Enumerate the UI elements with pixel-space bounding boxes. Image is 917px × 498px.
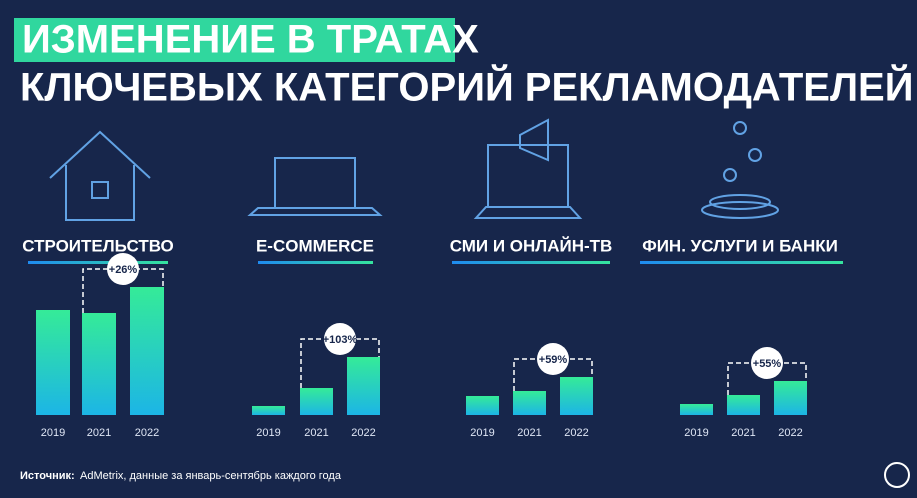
bar (774, 381, 807, 415)
category-underline (640, 261, 843, 264)
change-label: +26% (109, 264, 138, 276)
bar (82, 313, 116, 415)
category-title: E-COMMERCE (256, 236, 374, 255)
source-text: AdMetrix, данные за январь-сентябрь кажд… (80, 470, 342, 482)
bar (252, 406, 285, 415)
media-icon (473, 118, 583, 219)
bar (130, 287, 164, 415)
source-label: Источник: (20, 470, 75, 482)
year-label: 2021 (304, 427, 328, 439)
bar (36, 310, 70, 415)
bar (466, 396, 499, 415)
change-label: +59% (539, 354, 568, 366)
year-label: 2019 (684, 427, 708, 439)
change-badge (537, 343, 569, 375)
logo (884, 462, 910, 488)
category-title: ФИН. УСЛУГИ И БАНКИ (642, 236, 838, 255)
laptop-icon (247, 157, 383, 216)
change-badge (751, 347, 783, 379)
year-label: 2022 (778, 427, 802, 439)
year-label: 2022 (564, 427, 588, 439)
change-label: +55% (753, 358, 782, 370)
year-label: 2022 (135, 427, 159, 439)
bar (513, 391, 546, 415)
bar (680, 404, 713, 415)
change-badge (324, 323, 356, 355)
category-underline (28, 261, 168, 264)
title-highlight (14, 18, 455, 62)
change-badge (107, 253, 139, 285)
year-label: 2021 (517, 427, 541, 439)
bar (300, 388, 333, 415)
year-label: 2019 (470, 427, 494, 439)
year-label: 2019 (256, 427, 280, 439)
house-icon (49, 130, 151, 221)
category-underline (452, 261, 610, 264)
change-label: +103% (323, 334, 358, 346)
bar (560, 377, 593, 415)
change-bracket (513, 358, 593, 391)
year-label: 2021 (731, 427, 755, 439)
change-bracket (727, 362, 807, 395)
year-label: 2022 (351, 427, 375, 439)
year-label: 2021 (87, 427, 111, 439)
bar (727, 395, 760, 415)
coins-icon (701, 121, 779, 219)
year-label: 2019 (41, 427, 65, 439)
category-title: СТРОИТЕЛЬСТВО (22, 236, 174, 255)
title-line1: ИЗМЕНЕНИЕ В ТРАТАХ (22, 18, 479, 62)
bar (347, 357, 380, 415)
category-underline (258, 261, 373, 264)
category-title: СМИ И ОНЛАЙН-ТВ (450, 236, 613, 255)
title-line2: КЛЮЧЕВЫХ КАТЕГОРИЙ РЕКЛАМОДАТЕЛЕЙ (20, 64, 913, 110)
